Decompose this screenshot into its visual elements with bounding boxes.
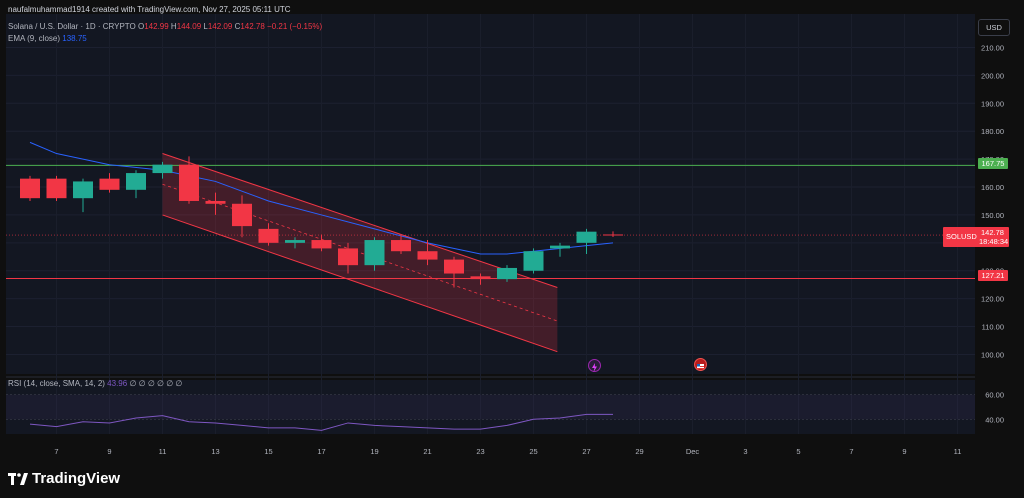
- x-tick-label: 7: [54, 447, 58, 456]
- candle-body: [152, 164, 173, 174]
- y-tick-label: 100.00: [981, 350, 1004, 359]
- rsi-value: 43.96: [107, 379, 128, 388]
- candle-body: [258, 228, 279, 243]
- x-tick-label: 3: [743, 447, 747, 456]
- candle-body: [444, 259, 464, 274]
- open-label: O: [137, 22, 145, 31]
- main-pane: [6, 14, 975, 374]
- x-tick-label: Dec: [686, 447, 700, 456]
- candle-body: [417, 251, 438, 260]
- change-value: −0.21 (−0.15%): [267, 22, 323, 31]
- last-price-value: 142.78: [981, 228, 1004, 237]
- candle-body: [391, 240, 411, 252]
- ema-label: EMA (9, close): [8, 34, 61, 43]
- channel-upper: [162, 153, 558, 288]
- brand-name: TradingView: [32, 470, 121, 487]
- rsi-line: [29, 413, 614, 431]
- y-tick-label: 150.00: [981, 211, 1004, 220]
- y-tick-label: 160.00: [981, 183, 1004, 192]
- candle-body: [73, 181, 93, 199]
- channel-mid: [162, 183, 558, 322]
- close-label: C: [234, 22, 241, 31]
- close-value: 142.78: [240, 22, 265, 31]
- y-tick-label: 210.00: [981, 43, 1004, 52]
- candle-body: [603, 234, 623, 236]
- high-label: H: [170, 22, 177, 31]
- last-price-tag: SOLUSD 142.78 18:48:34: [943, 227, 1009, 247]
- x-tick-label: 29: [635, 447, 643, 456]
- channel-fill: [162, 153, 558, 352]
- x-tick-label: 15: [264, 447, 272, 456]
- x-tick-label: 17: [317, 447, 325, 456]
- ema-value: 138.75: [62, 34, 87, 43]
- y-tick-label: 180.00: [981, 127, 1004, 136]
- low-value: 142.09: [207, 22, 233, 31]
- support-price-tag: 127.21: [978, 270, 1008, 281]
- candle-body: [311, 240, 332, 249]
- us-flag-icon[interactable]: [694, 358, 707, 371]
- candle-body: [126, 173, 146, 190]
- y-tick-label: 110.00: [982, 323, 1004, 332]
- x-tick-label: 11: [159, 447, 167, 456]
- symbol-label: SOLUSD: [946, 232, 977, 241]
- y-tick-label: 190.00: [981, 99, 1004, 108]
- rsi-label: RSI (14, close, SMA, 14, 2): [8, 379, 105, 388]
- x-tick-label: 27: [582, 447, 590, 456]
- ema-legend[interactable]: EMA (9, close) 138.75: [8, 34, 87, 43]
- y-tick-label: 120.00: [981, 295, 1004, 304]
- x-tick-label: 9: [107, 447, 111, 456]
- candle-body: [364, 240, 385, 266]
- lightning-icon[interactable]: [588, 359, 601, 372]
- candle-body: [470, 276, 491, 280]
- candle-body: [46, 178, 67, 199]
- x-tick-label: 21: [423, 447, 431, 456]
- rsi-band: [6, 394, 975, 420]
- symbol-title[interactable]: Solana / U.S. Dollar · 1D · CRYPTO: [8, 22, 136, 31]
- ohlc-legend: Solana / U.S. Dollar · 1D · CRYPTO O142.…: [8, 22, 322, 31]
- rsi-pane: [6, 380, 975, 434]
- bar-countdown: 18:48:34: [979, 237, 1009, 246]
- candle-body: [179, 164, 199, 201]
- attribution-text: naufalmuhammad1914 created with TradingV…: [8, 5, 291, 14]
- y-tick-label: 200.00: [981, 71, 1004, 80]
- currency-button[interactable]: USD: [978, 19, 1010, 36]
- candle-body: [523, 251, 544, 271]
- channel-lower: [162, 214, 558, 353]
- x-tick-label: 9: [902, 447, 906, 456]
- candle-body: [576, 231, 597, 243]
- low-label: L: [203, 22, 208, 31]
- candle-body: [550, 245, 570, 249]
- rsi-placeholders: ∅ ∅ ∅ ∅ ∅ ∅: [129, 379, 183, 388]
- rsi-tick-label: 40.00: [985, 415, 1004, 424]
- x-tick-label: 25: [529, 447, 537, 456]
- candle-body: [232, 203, 252, 227]
- candle-body: [205, 200, 226, 204]
- candle-body: [20, 178, 40, 199]
- x-tick-label: 11: [954, 447, 962, 456]
- x-tick-label: 19: [370, 447, 378, 456]
- high-value: 144.09: [176, 22, 202, 31]
- x-tick-label: 7: [849, 447, 853, 456]
- x-tick-label: 23: [476, 447, 484, 456]
- candle-body: [285, 240, 305, 243]
- candle-body: [99, 178, 120, 190]
- rsi-legend[interactable]: RSI (14, close, SMA, 14, 2) 43.96 ∅ ∅ ∅ …: [8, 379, 182, 388]
- open-value: 142.99: [144, 22, 169, 31]
- candle-body: [497, 267, 517, 280]
- x-tick-label: 5: [796, 447, 800, 456]
- resistance-price-tag: 167.75: [978, 158, 1008, 169]
- tradingview-logo-icon: [8, 472, 28, 485]
- candle-body: [338, 248, 358, 266]
- x-tick-label: 13: [211, 447, 219, 456]
- tradingview-logo[interactable]: TradingView: [8, 470, 120, 487]
- rsi-tick-label: 60.00: [985, 391, 1004, 400]
